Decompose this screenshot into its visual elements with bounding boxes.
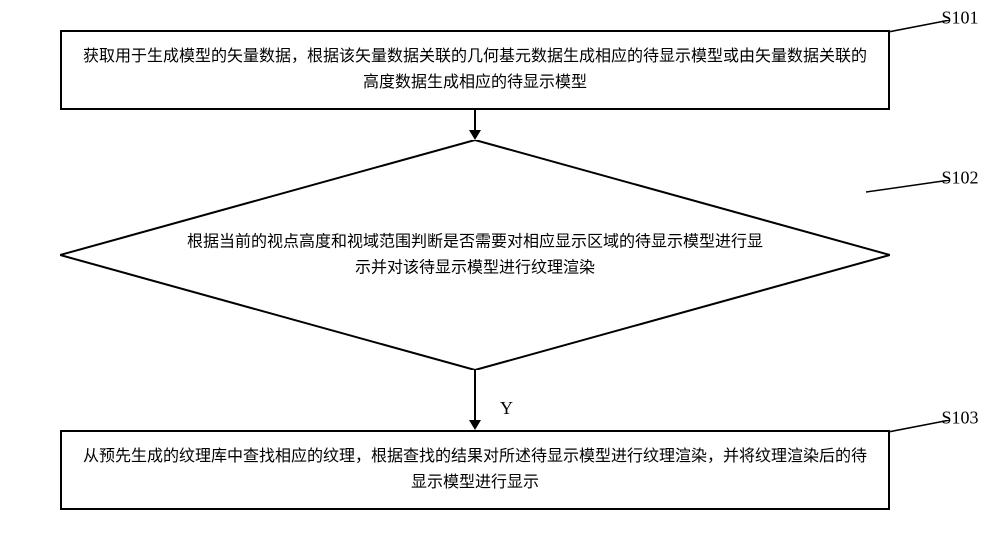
flowchart-canvas: 获取用于生成模型的矢量数据，根据该矢量数据关联的几何基元数据生成相应的待显示模型…	[0, 0, 1000, 541]
arrowhead-s101-s102	[469, 130, 481, 140]
process-s101: 获取用于生成模型的矢量数据，根据该矢量数据关联的几何基元数据生成相应的待显示模型…	[60, 30, 890, 110]
edge-s102-s103	[474, 370, 476, 421]
process-s103: 从预先生成的纹理库中查找相应的纹理，根据查找的结果对所述待显示模型进行纹理渲染，…	[60, 430, 890, 510]
step-label-s102: S102	[941, 168, 978, 189]
process-s103-text: 从预先生成的纹理库中查找相应的纹理，根据查找的结果对所述待显示模型进行纹理渲染，…	[76, 444, 874, 495]
step-label-s101: S101	[941, 8, 978, 29]
step-label-s103: S103	[941, 408, 978, 429]
decision-s102-text: 根据当前的视点高度和视域范围判断是否需要对相应显示区域的待显示模型进行显示并对该…	[185, 229, 766, 280]
edge-s101-s102	[474, 110, 476, 131]
leader-line-s102	[866, 180, 952, 194]
arrowhead-s102-s103	[469, 420, 481, 430]
decision-yes-label: Y	[500, 398, 513, 419]
process-s101-text: 获取用于生成模型的矢量数据，根据该矢量数据关联的几何基元数据生成相应的待显示模型…	[76, 44, 874, 95]
decision-s102: 根据当前的视点高度和视域范围判断是否需要对相应显示区域的待显示模型进行显示并对该…	[60, 140, 890, 370]
